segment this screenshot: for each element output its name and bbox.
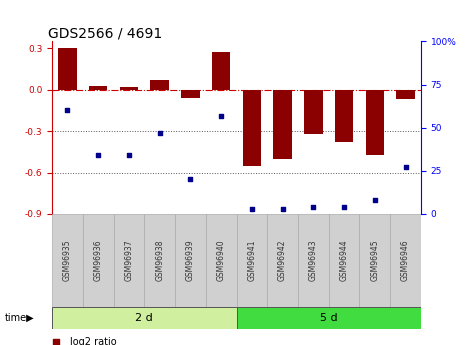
Text: GDS2566 / 4691: GDS2566 / 4691	[48, 26, 163, 40]
Bar	[52, 307, 236, 329]
Point	[63, 108, 71, 113]
Bar	[212, 52, 230, 90]
Text: log2 ratio: log2 ratio	[70, 337, 117, 345]
Text: time▶: time▶	[5, 313, 35, 323]
Bar	[396, 90, 415, 99]
Bar	[267, 214, 298, 307]
Text: GSM96940: GSM96940	[217, 240, 226, 281]
Text: GSM96937: GSM96937	[124, 240, 133, 281]
Bar	[304, 90, 323, 134]
Text: GSM96941: GSM96941	[247, 240, 256, 281]
Bar	[120, 87, 138, 90]
Bar	[298, 214, 329, 307]
Point	[310, 204, 317, 210]
Bar	[144, 214, 175, 307]
Text: GSM96935: GSM96935	[63, 240, 72, 281]
Bar	[359, 214, 390, 307]
Text: GSM96938: GSM96938	[155, 240, 164, 281]
Text: GSM96945: GSM96945	[370, 240, 379, 281]
Text: GSM96946: GSM96946	[401, 240, 410, 281]
Bar	[175, 214, 206, 307]
Bar	[58, 48, 77, 90]
Point	[266, 269, 274, 275]
Point	[248, 206, 255, 211]
Bar	[236, 214, 267, 307]
Bar	[83, 214, 114, 307]
Bar	[114, 214, 144, 307]
Text: GSM96942: GSM96942	[278, 240, 287, 281]
Bar	[335, 90, 353, 142]
Point	[402, 165, 410, 170]
Point	[371, 197, 378, 203]
Point	[341, 204, 348, 210]
Point	[125, 152, 132, 158]
Point	[156, 130, 164, 136]
Bar	[89, 86, 107, 90]
Point	[217, 113, 225, 118]
Bar	[52, 214, 83, 307]
Text: 5 d: 5 d	[320, 313, 338, 323]
Bar	[329, 214, 359, 307]
Text: 2 d: 2 d	[135, 313, 153, 323]
Bar	[273, 90, 292, 159]
Text: GSM96943: GSM96943	[309, 240, 318, 281]
Bar	[366, 90, 384, 155]
Point	[266, 112, 274, 118]
Bar	[243, 90, 261, 166]
Text: GSM96939: GSM96939	[186, 240, 195, 281]
Point	[186, 177, 194, 182]
Bar	[150, 80, 169, 90]
Point	[94, 152, 102, 158]
Bar	[181, 90, 200, 98]
Text: GSM96944: GSM96944	[340, 240, 349, 281]
Bar	[236, 307, 421, 329]
Point	[279, 206, 287, 211]
Bar	[206, 214, 236, 307]
Text: GSM96936: GSM96936	[94, 240, 103, 281]
Bar	[390, 214, 421, 307]
